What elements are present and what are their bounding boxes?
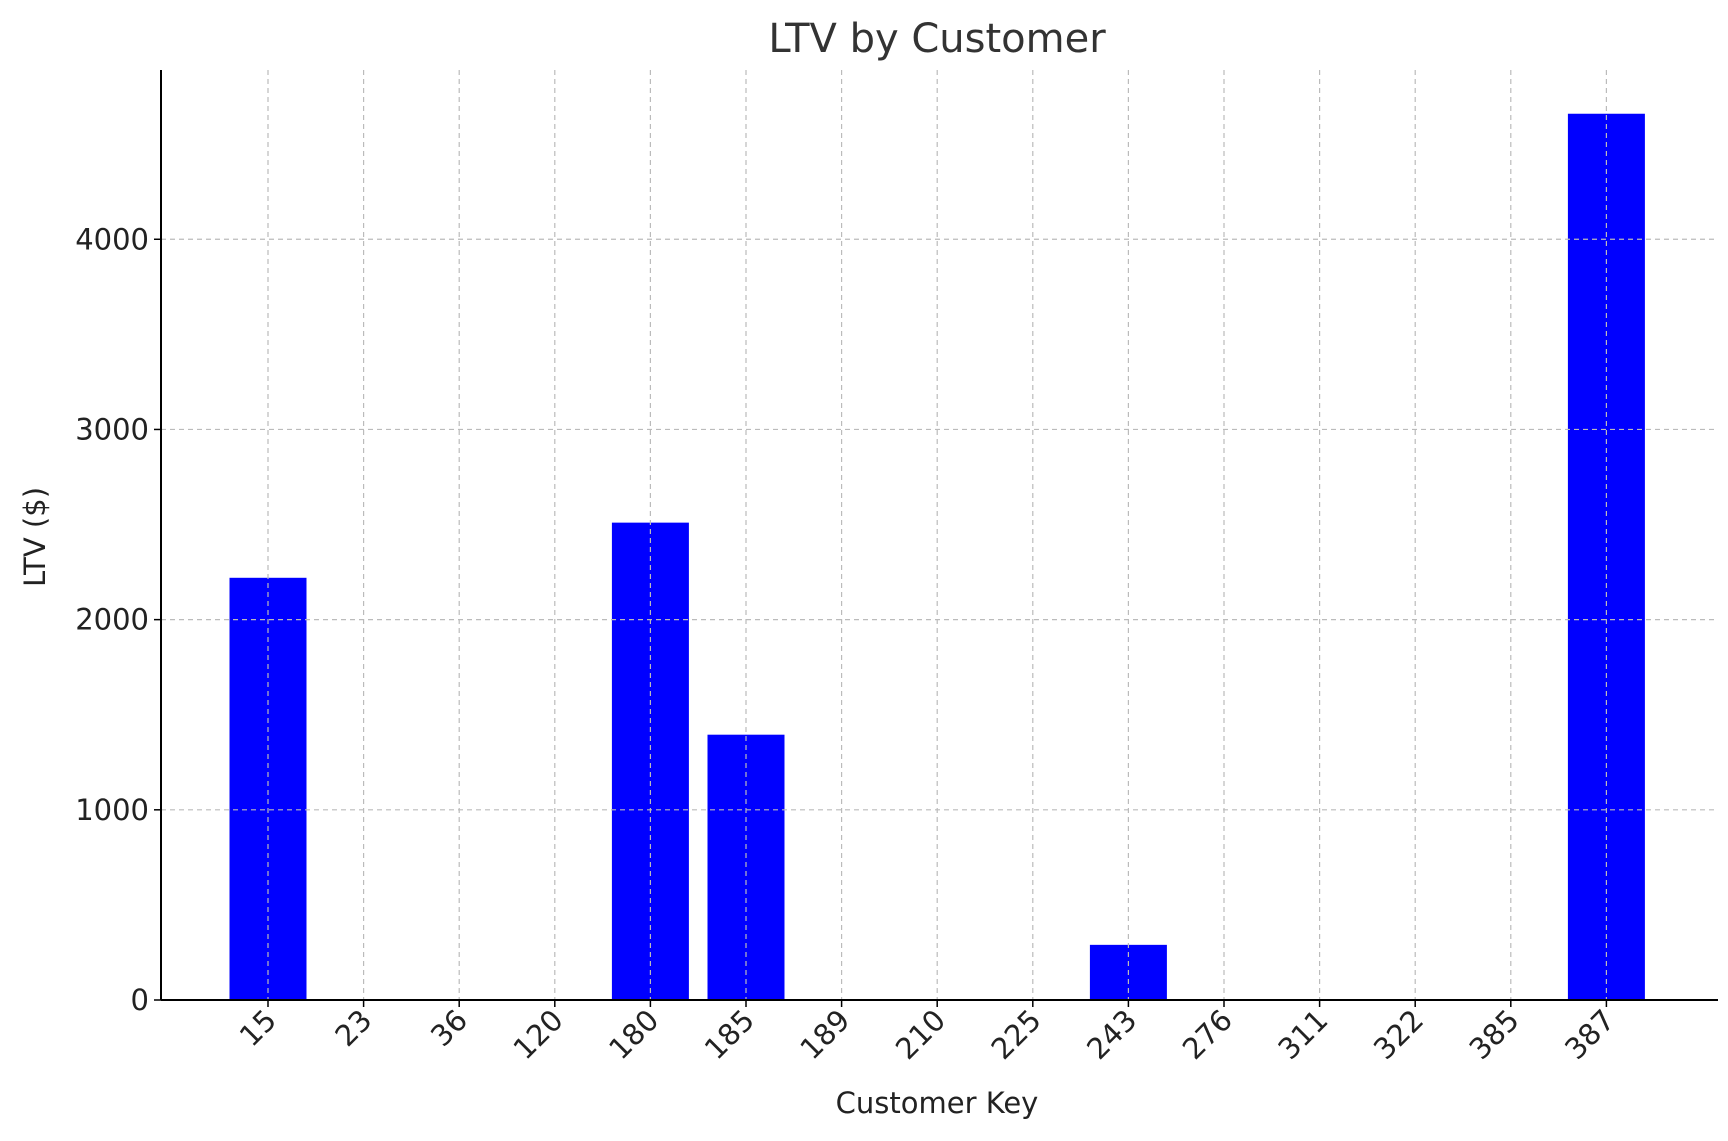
- y-tick-label: 3000: [75, 412, 149, 446]
- chart-title: LTV by Customer: [768, 16, 1106, 62]
- x-tick-label: 225: [985, 1003, 1048, 1066]
- grid-lines: [161, 70, 1718, 1000]
- axes: [160, 70, 1718, 1001]
- x-tick-label: 243: [1080, 1003, 1143, 1066]
- x-tick-label: 120: [507, 1003, 570, 1066]
- x-tick-label: 276: [1176, 1003, 1239, 1066]
- x-tick-label: 23: [328, 1003, 378, 1053]
- x-tick-label: 189: [793, 1003, 856, 1066]
- y-tick-label: 1000: [75, 793, 149, 827]
- x-tick-labels: 15 23 36 120 180 185 189 210 225 243 276 311 322 385 3…: [233, 1000, 1621, 1066]
- x-tick-label: 387: [1558, 1003, 1621, 1066]
- x-axis-label: Customer Key: [836, 1086, 1039, 1120]
- x-tick-label: 15: [233, 1003, 283, 1053]
- x-tick-label: 311: [1271, 1003, 1334, 1066]
- x-tick-label: 385: [1463, 1003, 1526, 1066]
- x-tick-label: 185: [698, 1003, 761, 1066]
- x-tick-label: 36: [424, 1003, 474, 1053]
- y-tick-labels: 0 1000 2000 3000 4000: [75, 222, 161, 1017]
- y-tick-label: 0: [131, 983, 149, 1017]
- y-tick-label: 4000: [75, 222, 149, 256]
- x-tick-label: 210: [889, 1003, 952, 1066]
- y-tick-label: 2000: [75, 603, 149, 637]
- x-tick-label: 322: [1367, 1003, 1430, 1066]
- x-tick-label: 180: [602, 1003, 665, 1066]
- y-axis-label: LTV ($): [18, 487, 52, 587]
